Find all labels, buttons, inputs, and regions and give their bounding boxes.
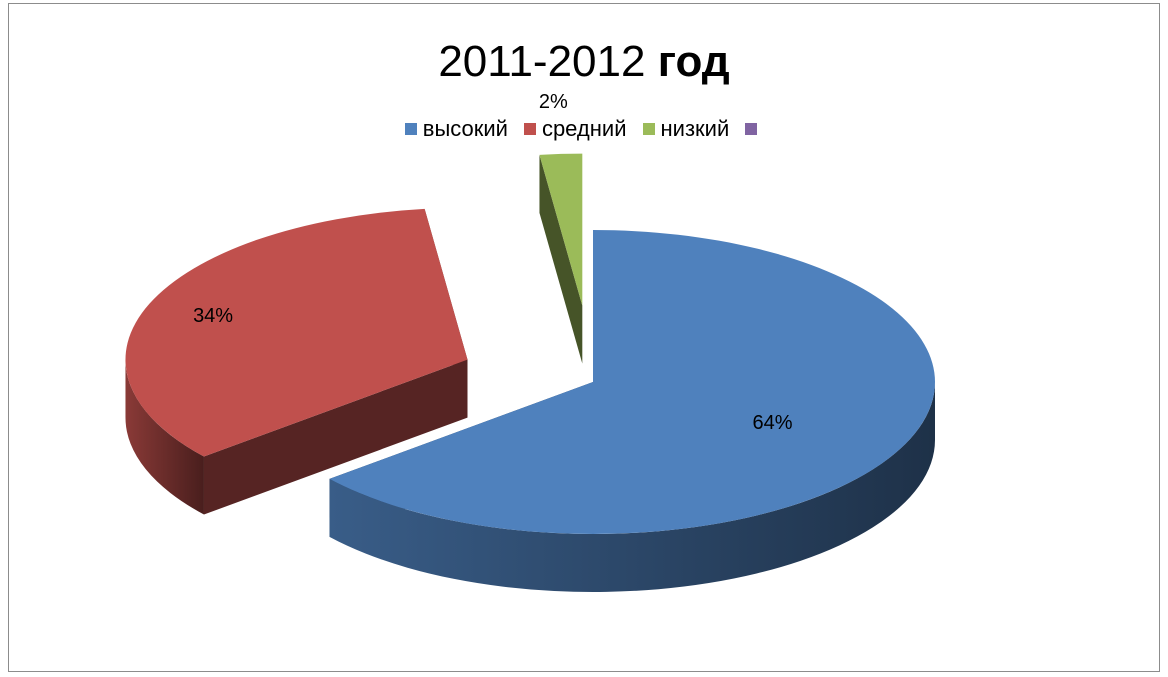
legend-swatch-empty	[745, 123, 758, 135]
legend-item-empty	[745, 123, 763, 135]
legend-label-high: высокий	[422, 116, 508, 141]
legend-swatch-medium	[523, 123, 536, 135]
pie-slice-low	[539, 153, 583, 364]
chart-legend: высокий средний низкий	[9, 116, 1159, 142]
pie-slice-wall-low-0	[539, 154, 583, 364]
pie-slice-top-medium	[125, 208, 468, 457]
legend-swatch-high	[404, 123, 417, 135]
pie-slice-side-medium-0	[125, 359, 204, 515]
legend-label-medium: средний	[541, 116, 627, 141]
data-label-medium: 34%	[193, 305, 233, 327]
pie-slice-side-high-0	[329, 382, 935, 592]
pie-slice-top-low	[539, 153, 583, 306]
data-label-low: 2%	[539, 91, 568, 113]
pie-slice-high	[329, 230, 936, 592]
data-label-high: 64%	[752, 412, 792, 434]
pie-slice-wall-medium-0	[203, 359, 468, 515]
pie-chart-canvas: 64% 34% 2%	[125, 91, 936, 592]
legend-label-low: низкий	[660, 116, 730, 141]
legend-item-medium: средний	[523, 116, 627, 142]
chart-title: 2011-2012 год	[9, 34, 1159, 90]
pie-slice-medium	[125, 208, 468, 515]
chart-title-regular: 2011-2012	[438, 37, 658, 86]
chart-frame: 2011-2012 год высокий средний низкий 64%…	[8, 3, 1160, 672]
legend-swatch-low	[642, 123, 655, 135]
pie-slice-top-high	[329, 230, 936, 535]
chart-title-bold: год	[657, 37, 730, 86]
legend-item-high: высокий	[404, 116, 508, 142]
legend-item-low: низкий	[642, 116, 730, 142]
